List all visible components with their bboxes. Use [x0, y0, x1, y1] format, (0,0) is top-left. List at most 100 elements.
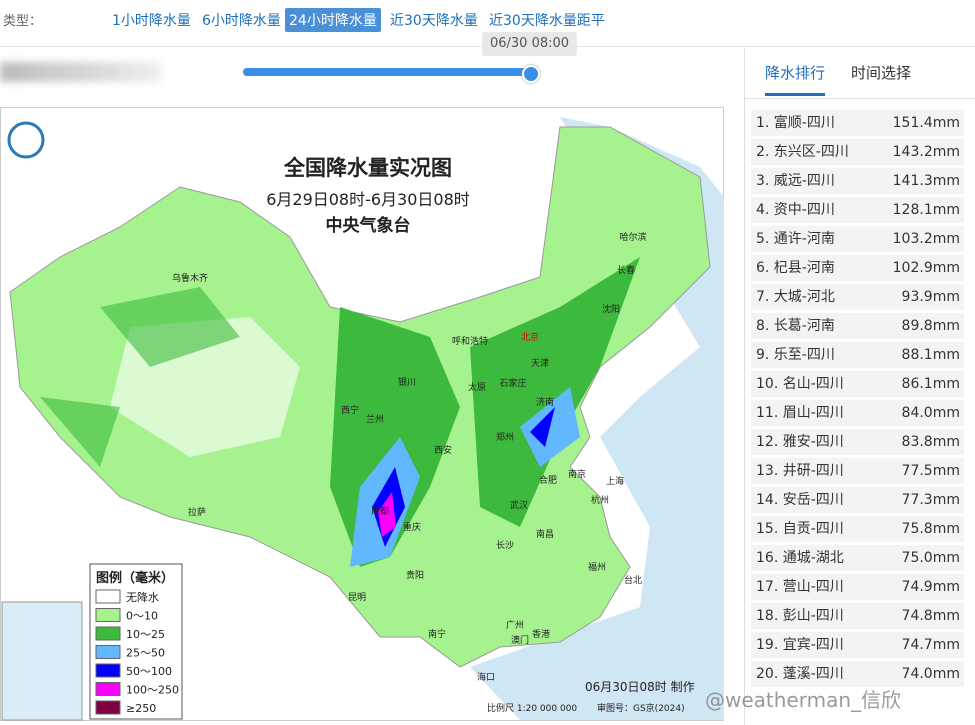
- rain-amount: 88.1mm: [901, 347, 960, 363]
- type-tab[interactable]: 近30天降水量距平: [489, 13, 605, 29]
- panel-tab[interactable]: 时间选择: [851, 64, 912, 82]
- ranking-row[interactable]: 20. 蓬溪-四川 74.0mm: [751, 661, 964, 687]
- legend-label: 0～10: [126, 610, 158, 623]
- legend-swatch: [95, 682, 121, 696]
- legend-swatch: [95, 608, 121, 622]
- ranking-row[interactable]: 10. 名山-四川 86.1mm: [751, 371, 964, 397]
- legend-swatch: [95, 589, 121, 604]
- city-label: 西安: [434, 444, 452, 456]
- slider-knob[interactable]: [522, 65, 540, 83]
- ranking-row[interactable]: 18. 彭山-四川 74.8mm: [751, 603, 964, 629]
- rain-amount: 128.1mm: [892, 202, 960, 218]
- ranking-row[interactable]: 6. 杞县-河南 102.9mm: [751, 255, 964, 281]
- rain-amount: 75.8mm: [901, 521, 960, 537]
- city-label: 西宁: [341, 404, 359, 416]
- city-label: 合肥: [539, 474, 557, 486]
- ranking-row[interactable]: 13. 井研-四川 77.5mm: [751, 458, 964, 484]
- ranking-row[interactable]: 15. 自贡-四川 75.8mm: [751, 516, 964, 542]
- station-name: 15. 自贡-四川: [756, 521, 844, 537]
- map-title: 全国降水量实况图: [283, 156, 452, 180]
- ranking-row[interactable]: 8. 长葛-河南 89.8mm: [751, 313, 964, 339]
- legend-label: 10～25: [126, 628, 165, 641]
- city-label: 南京: [568, 468, 586, 480]
- station-name: 13. 井研-四川: [756, 463, 844, 479]
- ranking-row[interactable]: 17. 营山-四川 74.9mm: [751, 574, 964, 600]
- rain-amount: 143.2mm: [892, 144, 960, 160]
- station-name: 19. 宜宾-四川: [756, 637, 844, 653]
- ranking-row[interactable]: 2. 东兴区-四川 143.2mm: [751, 139, 964, 165]
- map-scale: 比例尺 1:20 000 000: [487, 702, 577, 714]
- type-tab[interactable]: 近30天降水量: [390, 13, 478, 29]
- map-agency: 中央气象台: [326, 215, 411, 236]
- city-label: 广州: [506, 619, 524, 631]
- legend-swatch: [95, 663, 121, 678]
- city-label: 澳门: [511, 634, 529, 646]
- station-name: 6. 杞县-河南: [756, 260, 835, 276]
- map-made: 06月30日08时 制作: [585, 680, 695, 694]
- watermark: @weatherman_信欣: [705, 688, 902, 712]
- legend-title: 图例（毫米）: [96, 570, 174, 586]
- city-label: 香港: [532, 628, 550, 640]
- ranking-row[interactable]: 14. 安岳-四川 77.3mm: [751, 487, 964, 513]
- ranking-row[interactable]: 5. 通许-河南 103.2mm: [751, 226, 964, 252]
- rain-area: [350, 387, 580, 567]
- legend-swatch: [95, 626, 121, 641]
- city-label: 台北: [624, 574, 642, 586]
- city-label: 昆明: [348, 592, 366, 603]
- side-panel: 降水排行 时间选择 1. 富顺-四川 151.4mm 2. 东兴区-四川 143.2mm 3…: [744, 48, 975, 725]
- station-name: 3. 威远-四川: [756, 173, 835, 189]
- city-label: 郑州: [496, 431, 514, 443]
- map-approval: 审图号：GS京(2024): [597, 702, 685, 714]
- city-label: 天津: [531, 358, 549, 369]
- ranking-row[interactable]: 16. 通城-湖北 75.0mm: [751, 545, 964, 571]
- ranking-row[interactable]: 7. 大城-河北 93.9mm: [751, 284, 964, 310]
- ranking-row[interactable]: 19. 宜宾-四川 74.7mm: [751, 632, 964, 658]
- rain-area: [372, 407, 555, 547]
- legend-swatch: [95, 645, 121, 659]
- legend-label: 100～250: [126, 684, 179, 697]
- city-label: 上海: [606, 475, 624, 487]
- ranking-row[interactable]: 11. 眉山-四川 84.0mm: [751, 400, 964, 426]
- city-label: 长沙: [496, 539, 514, 551]
- type-tab[interactable]: 24小时降水量: [285, 8, 381, 32]
- rain-amount: 74.7mm: [901, 637, 960, 653]
- rain-amount: 102.9mm: [892, 260, 960, 276]
- ranking-row[interactable]: 1. 富顺-四川 151.4mm: [751, 110, 964, 136]
- ranking-row[interactable]: 9. 乐至-四川 88.1mm: [751, 342, 964, 368]
- ranking-row[interactable]: 12. 雅安-四川 83.8mm: [751, 429, 964, 455]
- type-tab[interactable]: 6小时降水量: [202, 13, 281, 29]
- legend-label: ≥250: [126, 702, 156, 715]
- type-tab[interactable]: 1小时降水量: [112, 13, 191, 29]
- ranking-row[interactable]: 4. 资中-四川 128.1mm: [751, 197, 964, 223]
- rain-amount: 75.0mm: [901, 550, 960, 566]
- legend-label: 25～50: [126, 647, 165, 660]
- city-label: 杭州: [591, 494, 609, 506]
- panel-tab[interactable]: 降水排行: [765, 62, 826, 96]
- station-name: 18. 彭山-四川: [756, 608, 844, 624]
- station-name: 7. 大城-河北: [756, 289, 835, 305]
- station-name: 20. 蓬溪-四川: [756, 666, 844, 682]
- city-label: 石家庄: [499, 377, 526, 389]
- city-label: 呼和浩特: [452, 335, 488, 347]
- panel-divider: [745, 98, 975, 99]
- rain-amount: 77.5mm: [901, 463, 960, 479]
- station-name: 9. 乐至-四川: [756, 347, 835, 363]
- rain-area: [378, 492, 396, 537]
- station-name: 5. 通许-河南: [756, 231, 835, 247]
- city-label: 兰州: [366, 413, 384, 425]
- toolbar: 类型： 1小时降水量 6小时降水量 24小时降水量 近30天降水量 近30天降水量距平: [0, 0, 975, 40]
- city-label: 海口: [477, 671, 495, 683]
- station-name: 14. 安岳-四川: [756, 492, 844, 508]
- blurred-text: [0, 62, 160, 82]
- ranking-row[interactable]: 3. 威远-四川 141.3mm: [751, 168, 964, 194]
- rain-area: [40, 287, 240, 467]
- slider-track[interactable]: [243, 68, 530, 76]
- station-name: 8. 长葛-河南: [756, 318, 835, 334]
- legend-label: 50～100: [126, 665, 172, 678]
- rain-amount: 74.0mm: [901, 666, 960, 682]
- city-label: 拉萨: [188, 506, 206, 518]
- station-name: 12. 雅安-四川: [756, 434, 844, 450]
- station-name: 10. 名山-四川: [756, 376, 844, 392]
- city-label: 贵阳: [406, 569, 424, 581]
